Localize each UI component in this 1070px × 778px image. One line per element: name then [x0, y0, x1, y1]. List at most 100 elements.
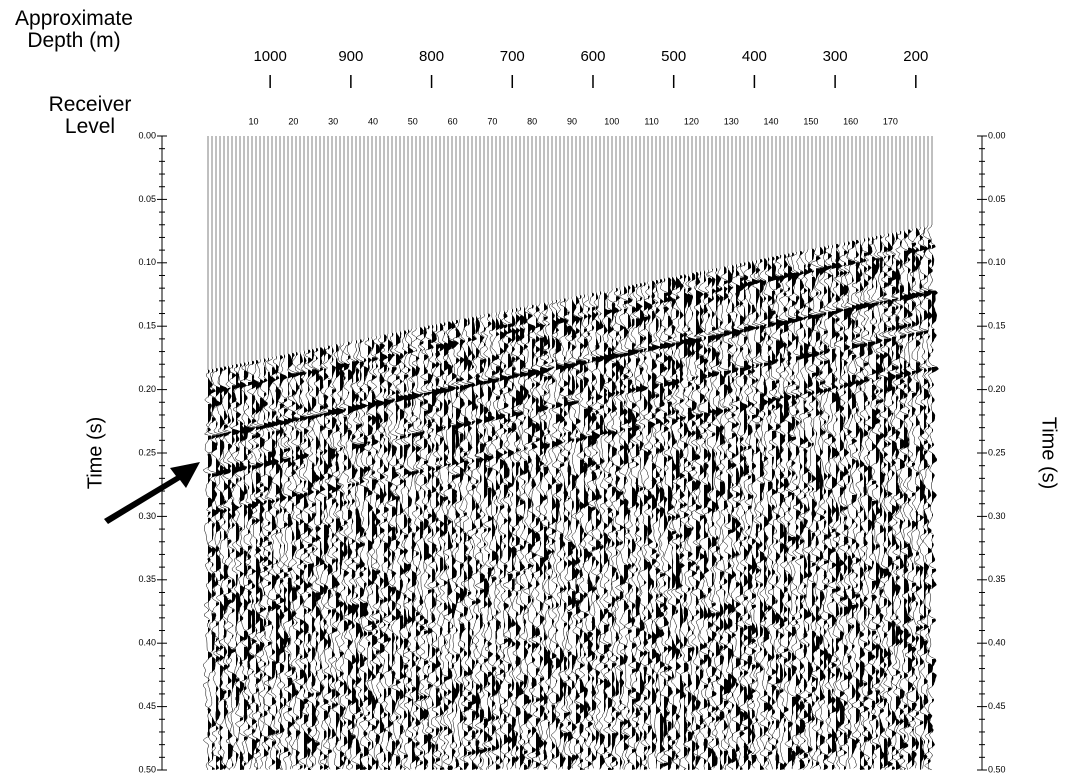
- trace-fill: [904, 230, 914, 771]
- trace-fill: [260, 359, 265, 758]
- trace-fill: [312, 349, 319, 768]
- trace-fill: [236, 364, 242, 765]
- trace: [753, 136, 769, 770]
- trace-fill: [752, 261, 758, 765]
- trace-fill: [304, 350, 309, 770]
- trace: [889, 136, 904, 769]
- trace-fill: [552, 301, 559, 760]
- trace: [878, 136, 892, 769]
- trace-fill: [320, 347, 326, 770]
- trace: [394, 136, 409, 770]
- trace-fill: [220, 367, 228, 770]
- trace: [634, 136, 648, 770]
- trace: [419, 136, 430, 769]
- trace-fill: [432, 325, 440, 770]
- trace: [643, 136, 656, 771]
- trace: [626, 136, 641, 770]
- arrow: [104, 462, 200, 524]
- trace: [386, 136, 400, 770]
- trace-fill: [856, 240, 866, 769]
- trace-fill: [560, 299, 568, 768]
- trace: [210, 136, 224, 769]
- trace: [770, 136, 786, 769]
- depth-axis-label: Approximate Depth (m): [15, 7, 133, 52]
- trace: [710, 136, 724, 769]
- trace: [858, 136, 874, 769]
- trace-fill: [612, 289, 620, 770]
- trace: [794, 136, 808, 770]
- trace-fill: [556, 300, 565, 770]
- trace-fill: [272, 357, 280, 766]
- y-tick-label: 0.40: [138, 638, 156, 648]
- trace: [414, 136, 426, 770]
- y-tick-label: 0.50: [138, 764, 156, 774]
- trace-fill: [492, 319, 498, 766]
- trace-fill: [380, 335, 388, 770]
- trace: [814, 136, 828, 770]
- y2-tick-label: 0.35: [988, 574, 1006, 584]
- trace: [734, 136, 748, 770]
- x2-tick-label: 700: [500, 48, 525, 65]
- trace: [810, 136, 825, 769]
- x-tick-label: 110: [644, 116, 658, 126]
- trace-fill: [632, 285, 640, 770]
- trace-fill: [564, 298, 572, 763]
- trace-fill: [620, 289, 626, 770]
- x2-tick-label: 300: [823, 48, 848, 65]
- trace-fill: [672, 277, 680, 764]
- trace-fill: [724, 266, 734, 770]
- trace-fill: [684, 274, 693, 770]
- trace-fill: [764, 258, 771, 767]
- trace-fill: [472, 317, 477, 770]
- trace-fill: [496, 312, 503, 770]
- trace-fill: [916, 228, 925, 767]
- x-tick-label: 80: [527, 116, 537, 126]
- trace: [922, 136, 936, 771]
- trace-fill: [804, 250, 811, 759]
- trace-fill: [452, 321, 459, 764]
- trace-fill: [836, 244, 844, 759]
- trace: [366, 136, 383, 770]
- trace: [546, 136, 559, 770]
- trace: [594, 136, 608, 770]
- y2-tick-label: 0.05: [988, 194, 1006, 204]
- trace: [830, 136, 845, 769]
- trace-fill: [428, 325, 435, 754]
- trace: [218, 136, 232, 769]
- trace-fill: [812, 249, 820, 767]
- trace: [690, 136, 705, 769]
- trace: [375, 136, 389, 770]
- y-tick-label: 0.30: [138, 511, 156, 521]
- trace: [910, 136, 926, 769]
- x2-tick-label: 800: [419, 48, 444, 65]
- trace-fill: [348, 342, 357, 770]
- trace: [786, 136, 800, 769]
- trace: [479, 136, 492, 769]
- trace-fill: [668, 277, 674, 770]
- x-tick-label: 20: [288, 116, 298, 126]
- trace: [767, 136, 779, 770]
- trace: [745, 136, 759, 770]
- trace-fill: [488, 313, 497, 768]
- trace: [906, 136, 922, 770]
- trace-fill: [400, 331, 409, 770]
- trace: [898, 136, 915, 769]
- y-axis-label: Time (s): [84, 417, 106, 490]
- trace: [518, 136, 530, 769]
- trace-fill: [872, 237, 878, 767]
- trace: [602, 136, 618, 771]
- trace: [410, 136, 424, 769]
- trace-fill: [500, 319, 509, 766]
- trace-fill: [652, 281, 662, 756]
- trace-fill: [648, 285, 655, 752]
- y-tick-label: 0.10: [138, 257, 156, 267]
- x-tick-label: 60: [448, 116, 458, 126]
- trace: [918, 136, 933, 769]
- trace: [894, 136, 909, 770]
- trace: [622, 136, 639, 771]
- trace: [463, 136, 475, 771]
- trace-fill: [924, 226, 933, 761]
- trace: [246, 136, 260, 770]
